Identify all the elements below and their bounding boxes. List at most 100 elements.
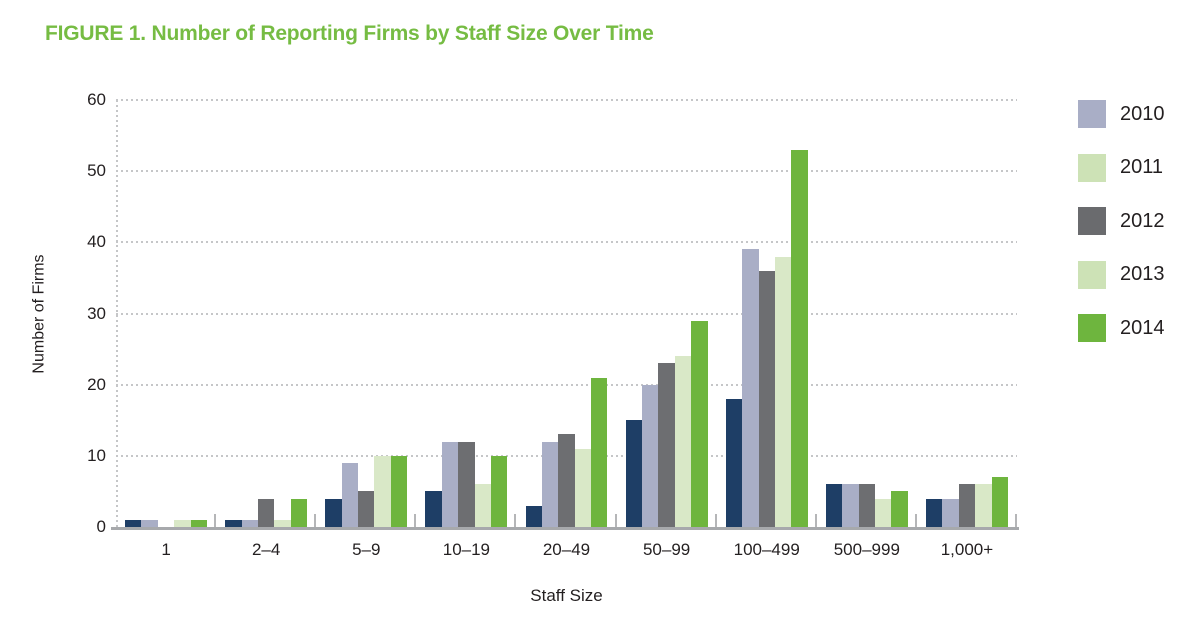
legend-item-2013: 2013: [1078, 260, 1165, 289]
legend-swatch-2013: [1078, 260, 1106, 289]
legend-swatch-2014: [1078, 314, 1106, 342]
legend-item-2012: 2012: [1078, 207, 1165, 235]
bar-2010-1: [125, 519, 142, 527]
y-tick-label-60: 60: [87, 90, 106, 109]
bar-2011-10–19: [441, 441, 459, 527]
legend-label-2011: 2011: [1120, 156, 1164, 178]
gridline-y-30: [116, 312, 1017, 315]
bar-2011-500–999: [842, 484, 859, 527]
x-tick-label-20–49: 20–49: [542, 540, 591, 559]
bar-2013-20–49: [574, 448, 592, 527]
y-axis-title: Number of Firms: [20, 100, 60, 527]
bar-2014-20–49: [591, 377, 608, 527]
bar-2013-500–999: [875, 498, 892, 527]
gridline-y-50: [116, 170, 1017, 173]
gridline-y-60: [116, 99, 1017, 101]
axis-tick: [214, 514, 217, 527]
bar-group-10–19: [416, 100, 516, 527]
bar-2012-2–4: [257, 498, 275, 527]
bar-2010-20–49: [525, 505, 542, 527]
bar-group-2–4: [216, 100, 316, 527]
bar-2010-5–9: [325, 498, 342, 527]
bar-group-50–99: [617, 100, 717, 527]
axis-tick: [714, 514, 717, 527]
bar-2013-1,000+: [975, 484, 992, 527]
bar-2010-2–4: [225, 519, 242, 527]
legend-swatch-2012: [1078, 207, 1106, 235]
bar-2012-100–499: [758, 270, 775, 527]
bar-2012-10–19: [458, 441, 475, 527]
axis-tick: [914, 514, 917, 527]
bar-2011-5–9: [341, 462, 359, 527]
bar-2014-500–999: [891, 491, 908, 527]
bar-2011-2–4: [241, 519, 258, 527]
x-tick-label-2–4: 2–4: [251, 540, 281, 559]
axis-tick: [1015, 514, 1017, 527]
x-tick-label-1,000+: 1,000+: [940, 540, 994, 559]
bar-group-500–999: [817, 100, 917, 527]
bar-group-5–9: [316, 100, 416, 527]
bar-2014-2–4: [290, 498, 308, 527]
x-tick-label-10–19: 10–19: [442, 540, 491, 559]
bar-2011-100–499: [742, 249, 759, 527]
axis-tick: [814, 514, 817, 527]
legend-item-2011: 2011: [1078, 153, 1164, 182]
legend-swatch-2011: [1078, 153, 1106, 182]
bar-2010-500–999: [825, 484, 843, 527]
x-tick-label-1: 1: [161, 540, 171, 559]
bar-2013-50–99: [674, 356, 692, 527]
bar-2011-50–99: [642, 384, 659, 527]
bar-2013-10–19: [474, 484, 491, 527]
bar-2012-500–999: [858, 484, 876, 527]
legend-label-2014: 2014: [1120, 316, 1165, 339]
bar-2012-50–99: [658, 363, 675, 527]
bar-group-20–49: [516, 100, 616, 527]
plot-area: [111, 99, 1019, 530]
x-tick-label-50–99: 50–99: [642, 540, 691, 559]
gridline-y-20: [116, 383, 1017, 386]
bar-2013-2–4: [274, 519, 291, 527]
bar-groups: [116, 100, 1017, 527]
bar-2010-100–499: [725, 398, 743, 527]
legend-item-2010: 2010: [1078, 100, 1165, 128]
y-tick-label-10: 10: [87, 445, 106, 465]
y-tick-label-20: 20: [87, 374, 106, 394]
bar-2014-5–9: [390, 455, 408, 527]
y-tick-label-50: 50: [87, 161, 106, 181]
axis-tick: [414, 514, 417, 527]
y-tick-label-30: 30: [87, 303, 106, 323]
x-tick-label-500–999: 500–999: [833, 540, 900, 559]
gridline-y-40: [116, 241, 1017, 244]
axis-tick: [614, 514, 617, 527]
bar-2011-1: [141, 519, 158, 527]
legend-label-2013: 2013: [1120, 263, 1165, 285]
bar-2014-1,000+: [991, 477, 1008, 527]
bar-2011-1,000+: [942, 498, 959, 527]
legend-label-2012: 2012: [1120, 209, 1165, 232]
x-axis-line: [111, 527, 1019, 530]
y-tick-label-0: 0: [96, 517, 106, 536]
bar-2012-5–9: [358, 491, 375, 527]
bar-2010-1,000+: [925, 498, 943, 527]
bar-group-1,000+: [917, 100, 1017, 527]
bar-2014-100–499: [791, 149, 808, 527]
legend-item-2014: 2014: [1078, 314, 1165, 342]
bar-group-100–499: [717, 100, 817, 527]
axis-tick: [314, 514, 317, 527]
legend-swatch-2010: [1078, 100, 1106, 128]
bar-2014-10–19: [490, 455, 508, 527]
bar-2011-20–49: [541, 441, 559, 527]
bar-2013-1: [174, 519, 191, 527]
y-axis-title-text: Number of Firms: [31, 253, 48, 374]
bar-2013-100–499: [774, 256, 792, 527]
y-tick-label-40: 40: [87, 232, 106, 252]
bar-2014-1: [190, 519, 208, 527]
x-tick-label-100–499: 100–499: [733, 540, 800, 559]
bar-group-1: [116, 100, 216, 527]
bar-2014-50–99: [691, 320, 708, 527]
bar-2013-5–9: [374, 455, 391, 527]
figure-title: FIGURE 1. Number of Reporting Firms by S…: [45, 22, 654, 45]
bar-2010-50–99: [625, 420, 643, 527]
bar-2012-1,000+: [958, 484, 976, 527]
bar-2010-10–19: [425, 491, 442, 527]
